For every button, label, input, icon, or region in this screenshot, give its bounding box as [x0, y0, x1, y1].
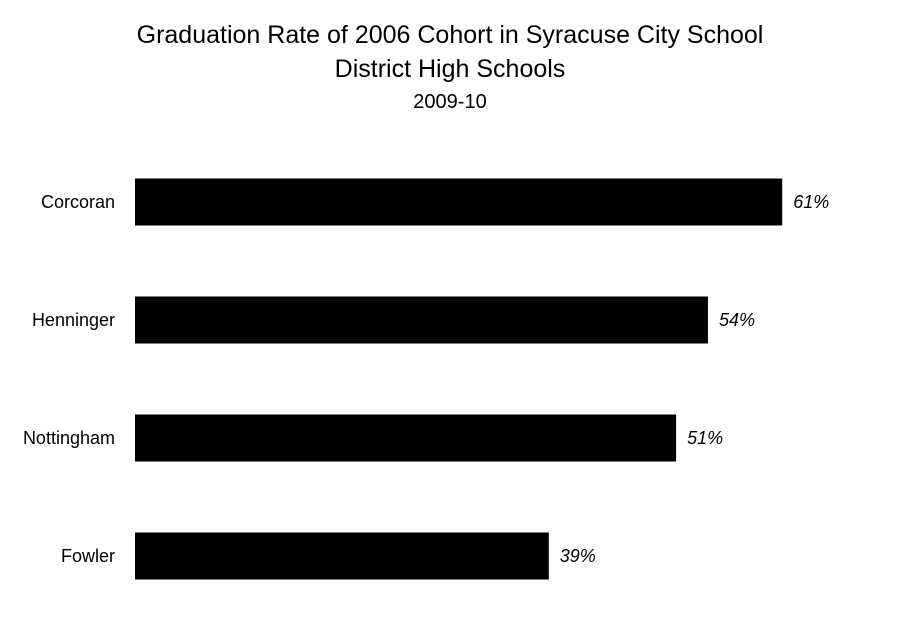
category-label-corcoran: Corcoran — [41, 192, 115, 212]
category-label-fowler: Fowler — [61, 546, 115, 566]
value-label-fowler: 39% — [560, 546, 596, 566]
chart-title-line-1: Graduation Rate of 2006 Cohort in Syracu… — [136, 21, 764, 49]
bar-fowler — [135, 532, 549, 580]
chart-title-line-2: District High Schools — [334, 55, 566, 83]
bar-henninger — [135, 296, 708, 344]
bar-nottingham — [135, 414, 677, 462]
value-label-corcoran: 61% — [793, 192, 829, 212]
value-label-henninger: 54% — [719, 310, 755, 330]
chart-subtitle: 2009-10 — [413, 91, 487, 113]
category-label-nottingham: Nottingham — [23, 428, 115, 448]
category-label-henninger: Henninger — [32, 310, 115, 330]
bar-corcoran — [135, 178, 783, 226]
value-label-nottingham: 51% — [687, 428, 723, 448]
chart-title-block: Graduation Rate of 2006 Cohort in Syracu… — [0, 18, 900, 116]
